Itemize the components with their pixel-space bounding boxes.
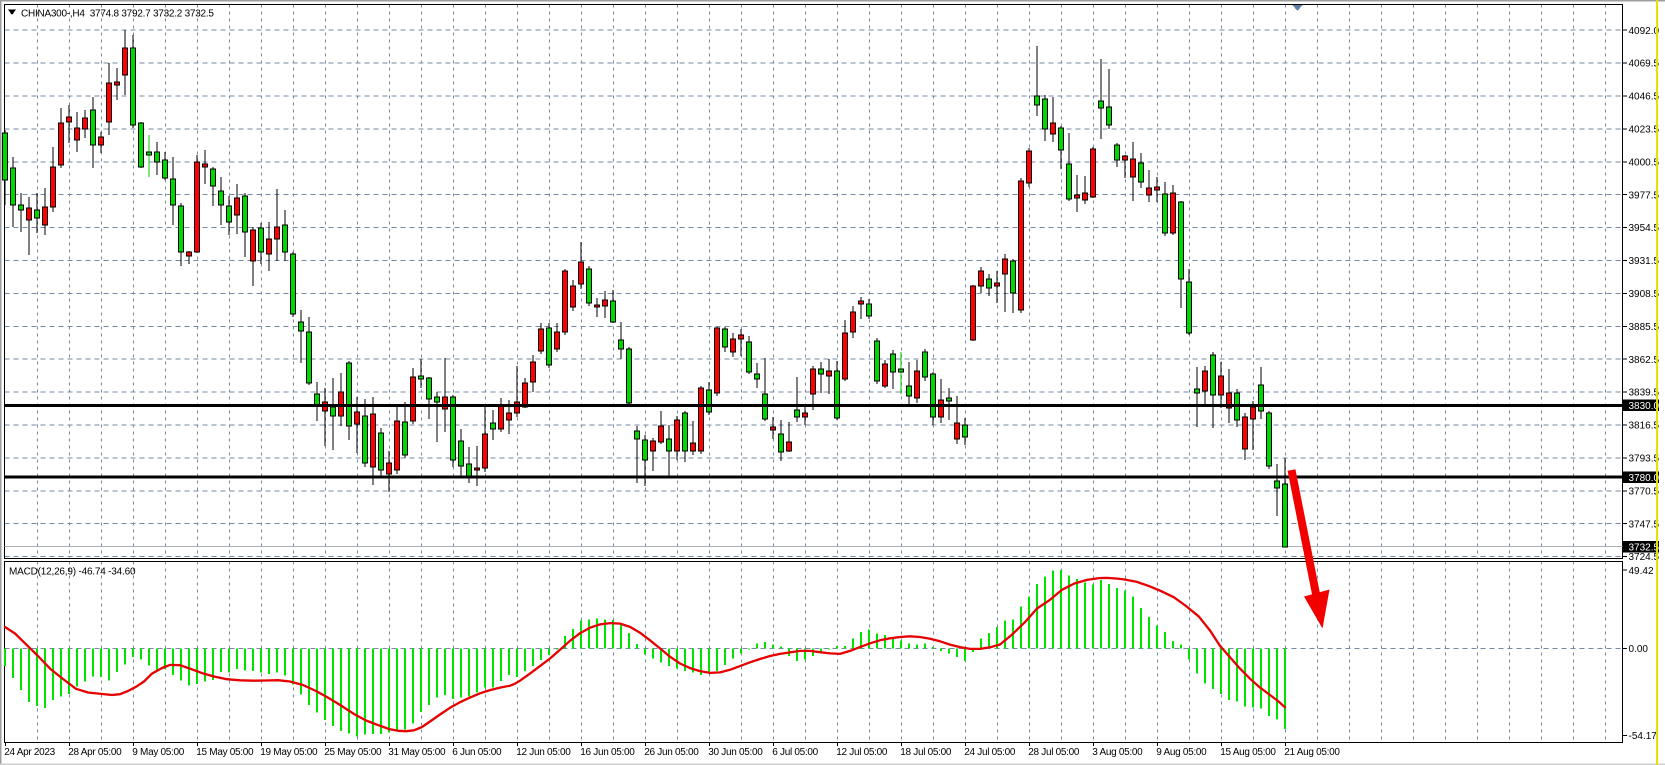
svg-text:9 May 05:00: 9 May 05:00 [132,747,184,758]
svg-text:3732.5: 3732.5 [1629,542,1660,553]
svg-text:3931.5: 3931.5 [1629,256,1660,267]
svg-text:3747.5: 3747.5 [1629,519,1660,530]
svg-text:4069.5: 4069.5 [1629,59,1660,70]
svg-text:21 Aug 05:00: 21 Aug 05:00 [1284,747,1340,758]
svg-text:3724.5: 3724.5 [1629,552,1660,563]
svg-text:6 Jun 05:00: 6 Jun 05:00 [452,747,502,758]
svg-text:3839.5: 3839.5 [1629,388,1660,399]
svg-text:MACD(12,26,9) -46.74 -34.60: MACD(12,26,9) -46.74 -34.60 [9,567,136,578]
svg-text:3780.0: 3780.0 [1629,473,1660,484]
svg-text:15 Aug 05:00: 15 Aug 05:00 [1220,747,1276,758]
svg-text:24 Jul 05:00: 24 Jul 05:00 [964,747,1016,758]
svg-text:4092.0: 4092.0 [1629,26,1660,37]
svg-text:3862.5: 3862.5 [1629,355,1660,366]
svg-text:4000.5: 4000.5 [1629,157,1660,168]
svg-text:3 Aug 05:00: 3 Aug 05:00 [1092,747,1143,758]
svg-text:6 Jul 05:00: 6 Jul 05:00 [772,747,818,758]
svg-text:12 Jul 05:00: 12 Jul 05:00 [836,747,888,758]
svg-text:30 Jun 05:00: 30 Jun 05:00 [708,747,763,758]
svg-text:3908.5: 3908.5 [1629,289,1660,300]
svg-text:3885.5: 3885.5 [1629,322,1660,333]
svg-text:19 May 05:00: 19 May 05:00 [260,747,318,758]
svg-text:28 Apr 05:00: 28 Apr 05:00 [68,747,122,758]
svg-text:3830.0: 3830.0 [1629,401,1660,412]
svg-text:18 Jul 05:00: 18 Jul 05:00 [900,747,952,758]
svg-text:25 May 05:00: 25 May 05:00 [324,747,382,758]
svg-text:3977.5: 3977.5 [1629,190,1660,201]
svg-text:24 Apr 2023: 24 Apr 2023 [4,747,55,758]
svg-text:26 Jun 05:00: 26 Jun 05:00 [644,747,699,758]
svg-text:3793.5: 3793.5 [1629,454,1660,465]
svg-text:12 Jun 05:00: 12 Jun 05:00 [516,747,571,758]
svg-text:4023.5: 4023.5 [1629,125,1660,136]
svg-text:16 Jun 05:00: 16 Jun 05:00 [580,747,635,758]
svg-text:3816.5: 3816.5 [1629,421,1660,432]
svg-text:4046.5: 4046.5 [1629,92,1660,103]
svg-text:0.00: 0.00 [1629,644,1649,655]
svg-text:9 Aug 05:00: 9 Aug 05:00 [1156,747,1207,758]
svg-text:3954.5: 3954.5 [1629,223,1660,234]
svg-text:15 May 05:00: 15 May 05:00 [196,747,254,758]
svg-text:3770.5: 3770.5 [1629,486,1660,497]
svg-text:CHINA300-,H4 3774.8 3792.7 37: CHINA300-,H4 3774.8 3792.7 3732.2 3732.5 [21,9,214,20]
svg-text:-54.17: -54.17 [1629,731,1658,742]
svg-text:31 May 05:00: 31 May 05:00 [388,747,446,758]
svg-text:28 Jul 05:00: 28 Jul 05:00 [1028,747,1080,758]
svg-text:49.42: 49.42 [1629,566,1654,577]
